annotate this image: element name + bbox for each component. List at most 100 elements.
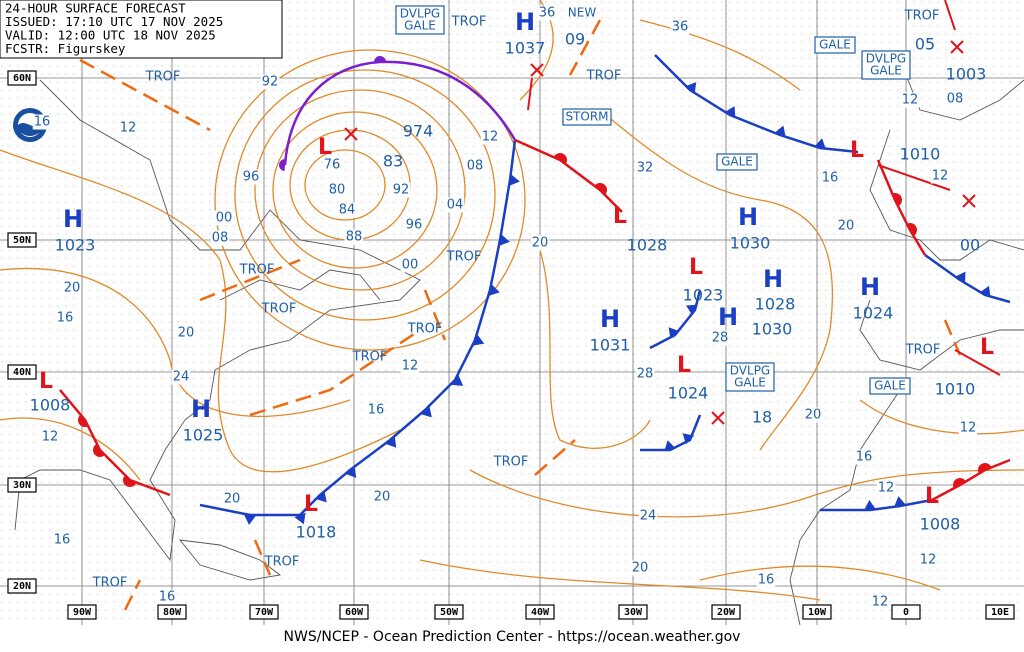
isobar-label: 12 — [402, 359, 419, 374]
low-symbol: L — [689, 255, 703, 280]
high-pressure: 1037 — [505, 39, 546, 58]
lat-label-box — [7, 70, 37, 86]
header-box — [0, 0, 283, 59]
isobar-label: 12 — [872, 595, 889, 610]
isobar-label-bg — [404, 217, 424, 233]
lon-label: 70W — [255, 607, 274, 618]
high-symbol: H — [515, 8, 535, 36]
warning-text: DVLPG — [730, 364, 770, 378]
lat-label-box — [7, 364, 37, 380]
trough-label: TROF — [92, 576, 128, 591]
isobar-label: 20 — [374, 490, 391, 505]
high-pressure: 1023 — [55, 236, 96, 255]
isobar-label: 12 — [960, 421, 977, 436]
pressure-label: 00 — [960, 236, 980, 255]
trough-label: TROF — [586, 69, 622, 84]
lon-label: 0 — [903, 607, 909, 618]
isobar-label-bg — [854, 449, 874, 465]
isobar-label: 16 — [856, 450, 873, 465]
low-pressure: 974 — [403, 122, 434, 141]
warning-text: GALE — [721, 155, 753, 169]
isobar-label: 16 — [368, 403, 385, 418]
isobar-label-bg — [344, 229, 364, 245]
low-pressure: 1010 — [900, 145, 941, 164]
high-symbol: H — [860, 273, 880, 301]
high-symbol: H — [63, 205, 83, 233]
isobar-label-bg — [327, 182, 347, 198]
isobar-label-bg — [465, 158, 485, 174]
isobar-label: 16 — [54, 533, 71, 548]
low-pressure: 1018 — [296, 523, 337, 542]
isobar-label-bg — [372, 489, 392, 505]
isobar-label-bg — [322, 157, 342, 173]
header-line: VALID: 12:00 UTC 18 NOV 2025 — [5, 28, 216, 43]
lon-label-box — [157, 604, 187, 620]
isobar-label-bg — [222, 491, 242, 507]
isobar-label: 88 — [346, 230, 363, 245]
high-pressure: 1031 — [590, 336, 631, 355]
low-symbol: L — [850, 138, 864, 163]
isobar-label: 12 — [120, 121, 137, 136]
lat-label: 20N — [13, 581, 31, 592]
warning-text: STORM — [565, 110, 608, 124]
warning-box — [725, 362, 775, 392]
isobar-label-bg — [756, 572, 776, 588]
high-symbol: H — [718, 303, 738, 331]
isobar-label: 28 — [637, 367, 654, 382]
isobar-label: 16 — [57, 311, 74, 326]
isobar-label: 32 — [637, 161, 654, 176]
isobar-label: 08 — [467, 159, 484, 174]
isobar-label: 16 — [822, 171, 839, 186]
lon-label-box — [802, 604, 832, 620]
isobar-label-bg — [52, 532, 72, 548]
isobar-label: 04 — [447, 198, 464, 213]
low-symbol: L — [925, 484, 939, 509]
warning-text: GALE — [819, 38, 851, 52]
isobar-label-bg — [210, 230, 230, 246]
isobar-label-bg — [630, 560, 650, 576]
lat-label: 40N — [13, 367, 31, 378]
isobar-label-bg — [638, 508, 658, 524]
isobar-label: 96 — [243, 170, 260, 185]
isobar-label: 76 — [324, 158, 341, 173]
trough-label: TROF — [407, 322, 443, 337]
header-line: 24-HOUR SURFACE FORECAST — [5, 1, 186, 16]
low-pressure: 1028 — [627, 236, 668, 255]
low-pressure: 1008 — [30, 396, 71, 415]
lat-label: 30N — [13, 480, 31, 491]
isobar-label-bg — [930, 168, 950, 184]
isobar-label: 80 — [329, 183, 346, 198]
isobar-label-bg — [366, 402, 386, 418]
isobar-label: 96 — [406, 218, 423, 233]
footer-credit: NWS/NCEP - Ocean Prediction Center - htt… — [284, 629, 741, 645]
lon-label: 90W — [73, 607, 92, 618]
isobar-label-bg — [530, 235, 550, 251]
lon-label-box — [249, 604, 279, 620]
trough-label: TROF — [261, 302, 297, 317]
isobar-label: 12 — [902, 93, 919, 108]
isobar-label-bg — [836, 218, 856, 234]
isobar-label: 92 — [393, 183, 410, 198]
isobar-label-bg — [400, 257, 420, 273]
isobar-label-bg — [55, 310, 75, 326]
isobar-label: 16 — [159, 590, 176, 605]
low-pressure: 1023 — [683, 286, 724, 305]
isobar-label: 36 — [539, 6, 556, 21]
low-symbol: L — [304, 492, 318, 517]
lon-label-box — [618, 604, 648, 620]
warning-text: DVLPG — [866, 52, 906, 66]
isobar-label-bg — [803, 407, 823, 423]
header-line: FCSTR: Figurskey — [5, 41, 126, 56]
low-pressure: 1010 — [935, 380, 976, 399]
isobar-label-bg — [537, 5, 557, 21]
trough-label: TROF — [239, 263, 275, 278]
high-pressure: 1024 — [853, 304, 894, 323]
isobar-label: 16 — [758, 573, 775, 588]
isobar-label-bg — [214, 210, 234, 226]
warning-text: GALE — [734, 376, 766, 390]
warning-box — [861, 50, 911, 80]
lon-label: 60W — [345, 607, 364, 618]
isobar-label-bg — [635, 160, 655, 176]
isobar-label-bg — [157, 589, 177, 605]
